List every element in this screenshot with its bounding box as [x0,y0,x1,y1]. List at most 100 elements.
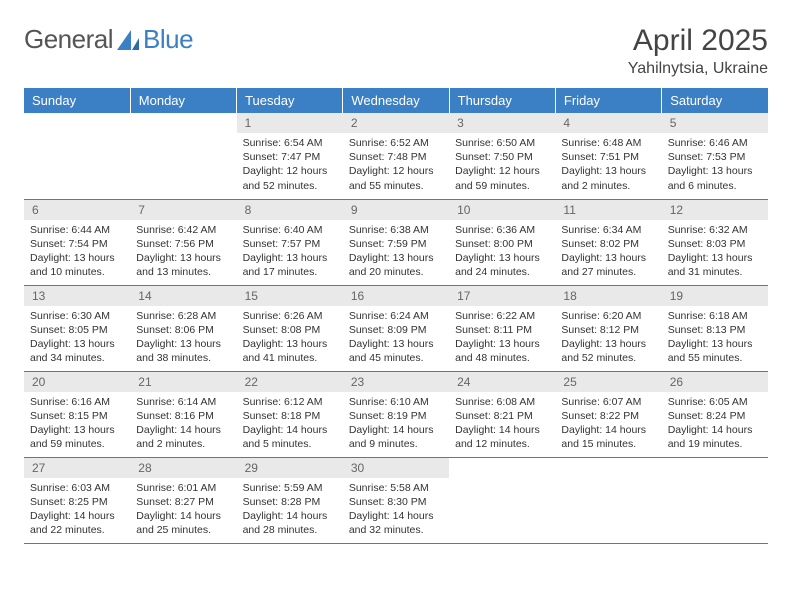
sunrise-text: Sunrise: 6:50 AM [455,136,549,150]
sunset-text: Sunset: 7:48 PM [349,150,443,164]
day-number: 26 [662,372,768,392]
day-content: Sunrise: 6:28 AMSunset: 8:06 PMDaylight:… [130,306,236,369]
sail-icon [117,30,139,50]
daylight-text: Daylight: 13 hours and 55 minutes. [668,337,762,365]
day-content: Sunrise: 6:20 AMSunset: 8:12 PMDaylight:… [555,306,661,369]
daylight-text: Daylight: 12 hours and 52 minutes. [243,164,337,192]
sunset-text: Sunset: 7:59 PM [349,237,443,251]
daylight-text: Daylight: 13 hours and 52 minutes. [561,337,655,365]
col-thursday: Thursday [449,88,555,113]
day-number: 21 [130,372,236,392]
sunrise-text: Sunrise: 6:48 AM [561,136,655,150]
sunset-text: Sunset: 8:28 PM [243,495,337,509]
calendar-cell: 2Sunrise: 6:52 AMSunset: 7:48 PMDaylight… [343,113,449,199]
sunset-text: Sunset: 8:08 PM [243,323,337,337]
day-number: 19 [662,286,768,306]
day-number: 1 [237,113,343,133]
day-content: Sunrise: 6:50 AMSunset: 7:50 PMDaylight:… [449,133,555,196]
calendar-cell: 5Sunrise: 6:46 AMSunset: 7:53 PMDaylight… [662,113,768,199]
calendar-cell: . [130,113,236,199]
day-content: Sunrise: 5:59 AMSunset: 8:28 PMDaylight:… [237,478,343,541]
day-number: 24 [449,372,555,392]
calendar-cell: 15Sunrise: 6:26 AMSunset: 8:08 PMDayligh… [237,285,343,371]
sunset-text: Sunset: 7:53 PM [668,150,762,164]
day-number: 17 [449,286,555,306]
daylight-text: Daylight: 13 hours and 13 minutes. [136,251,230,279]
sunrise-text: Sunrise: 6:12 AM [243,395,337,409]
daylight-text: Daylight: 14 hours and 5 minutes. [243,423,337,451]
daylight-text: Daylight: 14 hours and 28 minutes. [243,509,337,537]
calendar-cell: 18Sunrise: 6:20 AMSunset: 8:12 PMDayligh… [555,285,661,371]
calendar-cell: 6Sunrise: 6:44 AMSunset: 7:54 PMDaylight… [24,199,130,285]
sunrise-text: Sunrise: 6:32 AM [668,223,762,237]
sunrise-text: Sunrise: 6:40 AM [243,223,337,237]
calendar-cell: 26Sunrise: 6:05 AMSunset: 8:24 PMDayligh… [662,371,768,457]
calendar-table: Sunday Monday Tuesday Wednesday Thursday… [24,88,768,544]
day-content: Sunrise: 6:44 AMSunset: 7:54 PMDaylight:… [24,220,130,283]
sunset-text: Sunset: 7:57 PM [243,237,337,251]
calendar-cell: 19Sunrise: 6:18 AMSunset: 8:13 PMDayligh… [662,285,768,371]
sunrise-text: Sunrise: 6:22 AM [455,309,549,323]
day-number: 22 [237,372,343,392]
daylight-text: Daylight: 13 hours and 31 minutes. [668,251,762,279]
sunrise-text: Sunrise: 6:42 AM [136,223,230,237]
sunrise-text: Sunrise: 6:20 AM [561,309,655,323]
calendar-cell: 14Sunrise: 6:28 AMSunset: 8:06 PMDayligh… [130,285,236,371]
daylight-text: Daylight: 14 hours and 15 minutes. [561,423,655,451]
sunset-text: Sunset: 8:11 PM [455,323,549,337]
sunrise-text: Sunrise: 6:07 AM [561,395,655,409]
day-content: Sunrise: 6:26 AMSunset: 8:08 PMDaylight:… [237,306,343,369]
calendar-cell: 7Sunrise: 6:42 AMSunset: 7:56 PMDaylight… [130,199,236,285]
daylight-text: Daylight: 12 hours and 55 minutes. [349,164,443,192]
day-number: 27 [24,458,130,478]
calendar-row: 6Sunrise: 6:44 AMSunset: 7:54 PMDaylight… [24,199,768,285]
sunset-text: Sunset: 8:12 PM [561,323,655,337]
calendar-cell: 23Sunrise: 6:10 AMSunset: 8:19 PMDayligh… [343,371,449,457]
day-content: Sunrise: 6:08 AMSunset: 8:21 PMDaylight:… [449,392,555,455]
daylight-text: Daylight: 13 hours and 48 minutes. [455,337,549,365]
daylight-text: Daylight: 13 hours and 2 minutes. [561,164,655,192]
calendar-cell: 16Sunrise: 6:24 AMSunset: 8:09 PMDayligh… [343,285,449,371]
sunrise-text: Sunrise: 6:18 AM [668,309,762,323]
sunset-text: Sunset: 7:54 PM [30,237,124,251]
sunset-text: Sunset: 8:03 PM [668,237,762,251]
day-content: Sunrise: 6:38 AMSunset: 7:59 PMDaylight:… [343,220,449,283]
calendar-cell: 12Sunrise: 6:32 AMSunset: 8:03 PMDayligh… [662,199,768,285]
daylight-text: Daylight: 14 hours and 2 minutes. [136,423,230,451]
sunset-text: Sunset: 8:00 PM [455,237,549,251]
sunrise-text: Sunrise: 6:54 AM [243,136,337,150]
sunrise-text: Sunrise: 6:44 AM [30,223,124,237]
brand-logo: General Blue [24,24,193,55]
sunset-text: Sunset: 8:21 PM [455,409,549,423]
day-number: 6 [24,200,130,220]
day-content: Sunrise: 6:32 AMSunset: 8:03 PMDaylight:… [662,220,768,283]
day-number: 8 [237,200,343,220]
day-number: 16 [343,286,449,306]
day-number: 12 [662,200,768,220]
day-content: Sunrise: 6:22 AMSunset: 8:11 PMDaylight:… [449,306,555,369]
daylight-text: Daylight: 13 hours and 24 minutes. [455,251,549,279]
sunset-text: Sunset: 8:19 PM [349,409,443,423]
day-number: 20 [24,372,130,392]
calendar-cell: 11Sunrise: 6:34 AMSunset: 8:02 PMDayligh… [555,199,661,285]
daylight-text: Daylight: 14 hours and 22 minutes. [30,509,124,537]
sunset-text: Sunset: 8:05 PM [30,323,124,337]
col-wednesday: Wednesday [343,88,449,113]
daylight-text: Daylight: 14 hours and 12 minutes. [455,423,549,451]
calendar-cell: 13Sunrise: 6:30 AMSunset: 8:05 PMDayligh… [24,285,130,371]
sunset-text: Sunset: 8:06 PM [136,323,230,337]
daylight-text: Daylight: 13 hours and 59 minutes. [30,423,124,451]
calendar-cell: . [555,457,661,543]
day-number: 7 [130,200,236,220]
day-content: Sunrise: 6:34 AMSunset: 8:02 PMDaylight:… [555,220,661,283]
daylight-text: Daylight: 13 hours and 20 minutes. [349,251,443,279]
sunset-text: Sunset: 8:24 PM [668,409,762,423]
sunrise-text: Sunrise: 6:30 AM [30,309,124,323]
sunrise-text: Sunrise: 6:05 AM [668,395,762,409]
daylight-text: Daylight: 13 hours and 6 minutes. [668,164,762,192]
calendar-cell: 1Sunrise: 6:54 AMSunset: 7:47 PMDaylight… [237,113,343,199]
sunrise-text: Sunrise: 6:46 AM [668,136,762,150]
day-number: 14 [130,286,236,306]
calendar-cell: 30Sunrise: 5:58 AMSunset: 8:30 PMDayligh… [343,457,449,543]
calendar-cell: 4Sunrise: 6:48 AMSunset: 7:51 PMDaylight… [555,113,661,199]
